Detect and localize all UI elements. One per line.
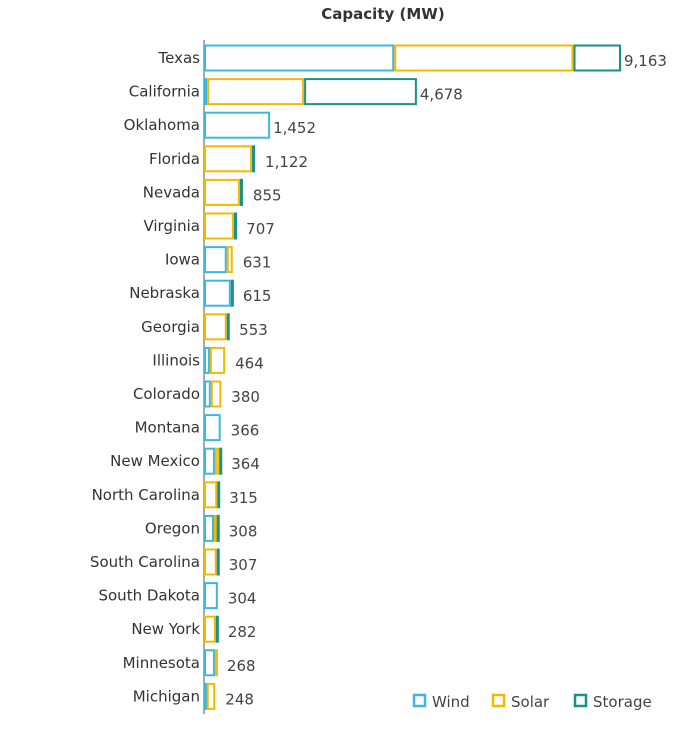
total-label: 248 — [225, 690, 254, 708]
bar-solar — [204, 145, 253, 173]
bar-storage — [252, 145, 256, 173]
bar-solar — [226, 246, 233, 274]
category-label: Minnesota — [123, 654, 200, 672]
bar-solar — [204, 615, 216, 643]
total-label: 464 — [235, 354, 264, 372]
legend-swatch-solar — [491, 693, 506, 708]
total-label: 707 — [246, 220, 275, 238]
bar-wind — [204, 78, 208, 106]
total-label: 615 — [243, 287, 272, 305]
category-label: Illinois — [152, 351, 200, 369]
bar-storage — [304, 78, 417, 106]
bar-solar — [394, 44, 574, 72]
category-label: Oregon — [145, 519, 200, 537]
total-label: 268 — [227, 657, 256, 675]
category-label: South Carolina — [90, 553, 200, 571]
category-label: Virginia — [143, 217, 200, 235]
bar-wind — [204, 414, 221, 442]
total-label: 364 — [231, 455, 260, 473]
bar-solar — [204, 178, 240, 206]
legend-label-wind: Wind — [432, 693, 470, 711]
category-label: Nebraska — [129, 284, 200, 302]
category-label: Georgia — [141, 318, 200, 336]
legend: Wind Solar Storage — [412, 693, 652, 711]
bar-solar — [204, 212, 235, 240]
category-label: Texas — [158, 49, 201, 67]
bar-storage — [216, 514, 220, 542]
category-label: New Mexico — [110, 452, 200, 470]
total-label: 380 — [231, 388, 260, 406]
bar-storage — [573, 44, 621, 72]
bar-wind — [204, 682, 207, 710]
bar-storage — [234, 212, 238, 240]
category-label: Oklahoma — [124, 116, 200, 134]
bar-solar — [207, 78, 305, 106]
bar-solar — [214, 514, 218, 542]
bar-solar — [204, 313, 227, 341]
total-label: 631 — [243, 254, 272, 272]
category-label: Colorado — [133, 385, 200, 403]
total-label: 1,122 — [265, 153, 308, 171]
legend-label-solar: Solar — [511, 693, 550, 711]
bar-storage — [239, 178, 243, 206]
total-label: 9,163 — [624, 52, 667, 70]
total-label: 4,678 — [420, 86, 463, 104]
bar-solar — [209, 346, 226, 374]
bar-wind — [204, 111, 271, 139]
bar-storage — [226, 313, 230, 341]
bar-wind — [204, 649, 215, 677]
legend-label-storage: Storage — [593, 693, 652, 711]
category-label: North Carolina — [92, 486, 200, 504]
bar-storage — [216, 548, 220, 576]
category-label: South Dakota — [98, 587, 200, 605]
category-label: Iowa — [165, 251, 200, 269]
bar-solar — [204, 481, 218, 509]
chart-title: Capacity (MW) — [321, 5, 444, 23]
total-label: 315 — [229, 489, 258, 507]
total-label: 553 — [239, 321, 268, 339]
bar-storage — [215, 615, 219, 643]
bar-wind — [204, 380, 211, 408]
bar-solar — [210, 380, 222, 408]
total-label: 308 — [229, 522, 258, 540]
total-label: 304 — [228, 590, 257, 608]
category-label: Michigan — [133, 687, 200, 705]
total-label: 1,452 — [273, 119, 316, 137]
total-label: 366 — [231, 422, 260, 440]
bar-wind — [204, 246, 227, 274]
category-label: Florida — [149, 150, 200, 168]
bar-solar — [214, 447, 220, 475]
total-label: 307 — [229, 556, 258, 574]
bar-storage — [230, 279, 234, 307]
legend-swatch-wind — [412, 693, 427, 708]
bar-wind — [204, 514, 215, 542]
total-label: 855 — [253, 186, 282, 204]
bar-solar — [204, 548, 217, 576]
category-label: Nevada — [143, 183, 200, 201]
bar-wind — [204, 279, 231, 307]
bar-storage — [219, 447, 223, 475]
bar-storage — [217, 481, 221, 509]
bar-wind — [204, 346, 210, 374]
bar-solar — [206, 682, 216, 710]
bar-wind — [204, 582, 218, 610]
total-label: 282 — [228, 623, 257, 641]
category-label: California — [129, 83, 200, 101]
category-label: New York — [131, 620, 200, 638]
bar-wind — [204, 44, 395, 72]
legend-swatch-storage — [573, 693, 588, 708]
bar-wind — [204, 447, 215, 475]
bar-solar — [214, 649, 218, 677]
category-label: Montana — [135, 419, 200, 437]
